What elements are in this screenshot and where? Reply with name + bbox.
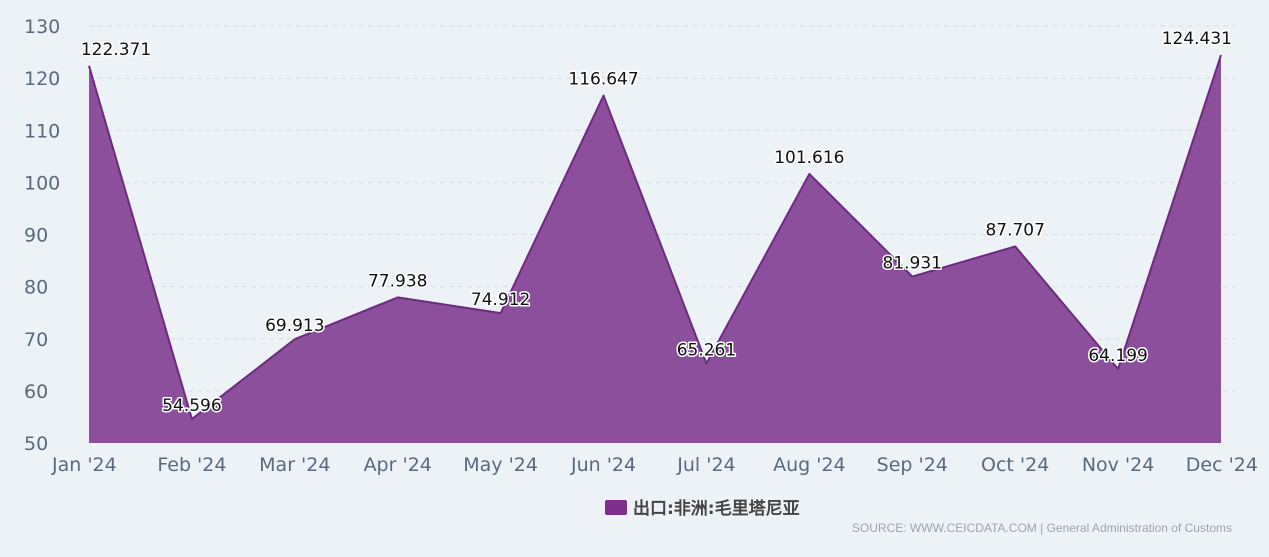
- series-line: [88, 54, 1222, 421]
- x-tick-label: Mar '24: [259, 454, 330, 476]
- x-tick-label: Feb '24: [157, 454, 226, 476]
- y-tick-label: 110: [24, 120, 60, 142]
- x-tick-label: Sep '24: [877, 454, 948, 476]
- x-tick-label: Jul '24: [676, 454, 735, 476]
- data-labels: 122.371 54.596 69.913 77.938 74.912 116.647 65…: [79, 28, 1233, 418]
- area-layer: [88, 54, 1222, 443]
- y-tick-label: 100: [24, 172, 60, 194]
- x-tick-label: Jan '24: [51, 454, 117, 476]
- y-tick-label: 120: [24, 68, 60, 90]
- data-label: 87.707: [985, 220, 1044, 240]
- y-tick-label: 50: [24, 433, 48, 455]
- y-tick-label: 70: [24, 329, 48, 351]
- x-tick-label: Dec '24: [1186, 454, 1258, 476]
- x-axis: Jan '24 Feb '24 Mar '24 Apr '24 May '24 Jun '…: [51, 454, 1258, 476]
- y-tick-label: 80: [24, 277, 48, 299]
- x-tick-label: Jun '24: [570, 454, 636, 476]
- data-label: 65.261: [677, 340, 736, 360]
- x-tick-label: Apr '24: [364, 454, 432, 476]
- source-note: SOURCE: WWW.CEICDATA.COM | General Admin…: [852, 521, 1232, 535]
- data-label: 124.431: [1162, 29, 1232, 49]
- x-tick-label: May '24: [463, 454, 538, 476]
- series-area: [89, 55, 1221, 443]
- data-label: 69.913: [265, 316, 324, 336]
- data-label: 116.647: [568, 70, 638, 90]
- y-tick-label: 60: [24, 381, 48, 403]
- y-axis: 50 60 70 80 90 100 110 120 130: [24, 16, 60, 455]
- data-label: 122.371: [81, 40, 151, 60]
- y-tick-label: 90: [24, 225, 48, 247]
- legend-label: 出口:非洲:毛里塔尼亚: [633, 498, 800, 519]
- data-label: 81.931: [883, 254, 942, 274]
- x-tick-label: Nov '24: [1082, 454, 1155, 476]
- data-label: 74.912: [471, 290, 530, 310]
- y-tick-label: 130: [24, 16, 60, 38]
- x-tick-label: Aug '24: [773, 454, 846, 476]
- x-tick-label: Oct '24: [981, 454, 1049, 476]
- data-label: 101.616: [774, 148, 844, 168]
- data-label: 64.199: [1088, 346, 1147, 366]
- legend-swatch: [605, 500, 627, 515]
- data-label: 77.938: [368, 271, 427, 291]
- legend[interactable]: 出口:非洲:毛里塔尼亚: [605, 498, 800, 519]
- data-label: 54.596: [162, 396, 221, 416]
